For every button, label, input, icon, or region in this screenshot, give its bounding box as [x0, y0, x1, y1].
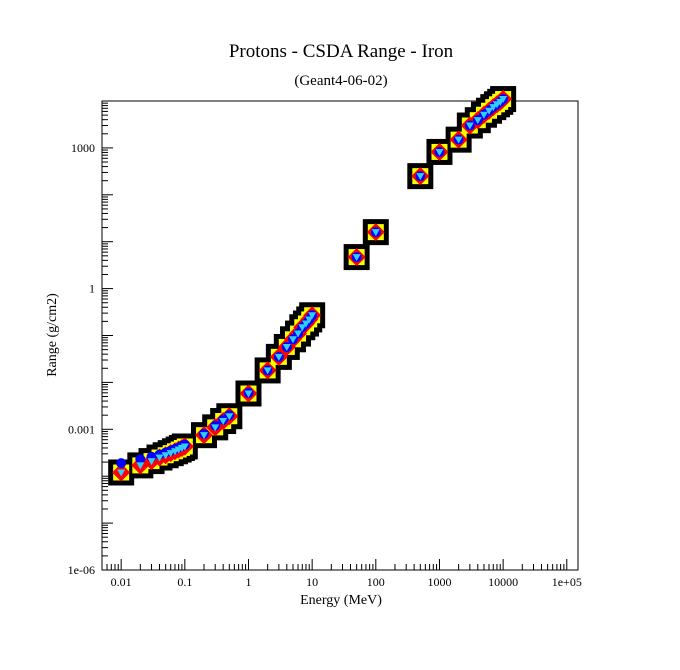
x-tick-label: 0.1: [177, 575, 192, 589]
point-cyan-triangle: [416, 173, 425, 181]
series-cyan-triangle: [117, 96, 508, 477]
plot-frame: [101, 100, 579, 571]
x-tick-label: 10: [306, 575, 318, 589]
point-cyan-triangle: [435, 148, 444, 156]
point-cyan-triangle: [489, 104, 498, 112]
point-cyan-triangle: [117, 469, 126, 477]
data-marks: [108, 86, 517, 486]
point-cyan-triangle: [166, 450, 175, 458]
point-cyan-triangle: [485, 107, 494, 115]
point-cyan-triangle: [136, 462, 145, 470]
point-cyan-triangle: [274, 353, 283, 361]
point-cyan-triangle: [479, 111, 488, 119]
x-tick-label: 100: [367, 575, 385, 589]
point-cyan-triangle: [161, 452, 170, 460]
point-cyan-triangle: [155, 454, 164, 462]
point-blue-circle: [116, 458, 127, 469]
y-tick-label: 1e-06: [68, 563, 95, 577]
point-cyan-triangle: [308, 312, 317, 320]
point-cyan-triangle: [199, 432, 208, 440]
chart-subtitle: (Geant4-06-02): [294, 73, 387, 89]
point-cyan-triangle: [465, 122, 474, 130]
point-cyan-triangle: [301, 320, 310, 328]
x-tick-label: 0.01: [111, 575, 132, 589]
point-cyan-triangle: [294, 330, 303, 338]
y-tick-label: 1: [89, 282, 95, 296]
x-tick-label: 1000: [427, 575, 451, 589]
point-cyan-triangle: [371, 229, 380, 237]
point-cyan-triangle: [298, 324, 307, 332]
point-cyan-triangle: [219, 418, 228, 426]
point-cyan-triangle: [288, 336, 297, 344]
point-cyan-triangle: [180, 443, 189, 451]
point-cyan-triangle: [147, 458, 156, 466]
point-cyan-triangle: [305, 316, 314, 324]
x-tick-label: 1e+05: [552, 575, 582, 589]
x-tick-labels: 0.01 0.1 1 10 100 1000 10000 1e+05: [111, 575, 582, 589]
point-cyan-triangle: [499, 96, 508, 104]
x-tick-label: 1: [245, 575, 251, 589]
y-tick-label: 0.001: [68, 422, 95, 436]
point-cyan-triangle: [263, 367, 272, 375]
point-cyan-triangle: [244, 390, 253, 398]
point-cyan-triangle: [211, 424, 220, 432]
axis-ticks: [101, 100, 568, 571]
point-cyan-triangle: [225, 413, 234, 421]
point-cyan-triangle: [352, 254, 361, 262]
x-axis-label: Energy (MeV): [300, 593, 382, 608]
y-tick-label: 1000: [71, 141, 95, 155]
point-blue-circle: [135, 454, 146, 465]
y-axis-label: Range (g/cm2): [45, 293, 60, 377]
chart-title: Protons - CSDA Range - Iron: [229, 41, 454, 62]
y-tick-labels: 1e-06 0.001 1 1000: [68, 141, 95, 577]
point-cyan-triangle: [454, 136, 463, 144]
point-cyan-triangle: [473, 117, 482, 125]
x-tick-label: 10000: [488, 575, 518, 589]
point-cyan-triangle: [282, 343, 291, 351]
